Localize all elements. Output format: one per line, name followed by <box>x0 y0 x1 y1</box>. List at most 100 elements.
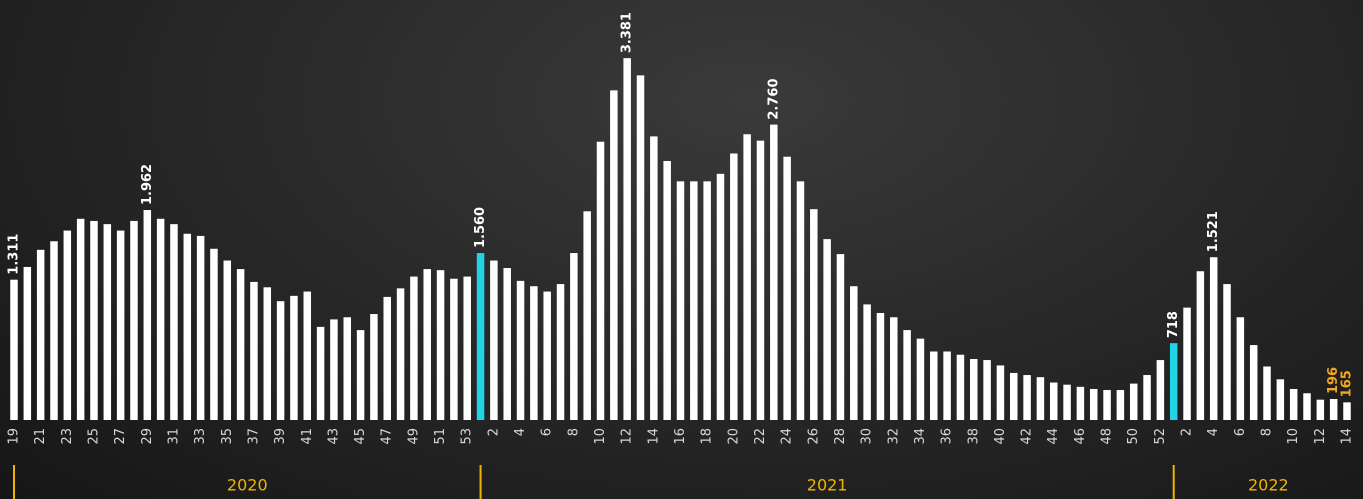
x-tick-label: 37 <box>246 428 261 445</box>
x-tick-label: 32 <box>886 428 901 445</box>
bar <box>596 141 605 420</box>
x-tick-label: 38 <box>966 428 981 445</box>
bar <box>1289 388 1298 420</box>
value-label: 1.311 <box>7 234 22 275</box>
bar <box>316 326 325 420</box>
bar <box>783 156 791 421</box>
bar <box>1183 307 1191 420</box>
bar <box>1063 384 1071 420</box>
bar <box>463 276 471 420</box>
bar <box>570 253 578 420</box>
x-tick-label: 34 <box>913 428 928 445</box>
bar <box>516 280 525 420</box>
bar <box>290 295 298 420</box>
bar <box>1076 386 1085 420</box>
bar <box>76 218 85 420</box>
bar <box>1089 388 1098 420</box>
bar <box>476 253 485 420</box>
bar <box>223 260 232 420</box>
bar <box>130 220 138 420</box>
bar <box>436 270 445 420</box>
bar <box>90 220 98 420</box>
x-tick-label: 43 <box>326 428 341 445</box>
bar <box>36 249 45 420</box>
bar <box>1209 257 1218 420</box>
bar <box>196 235 205 420</box>
bar <box>796 181 805 420</box>
x-tick-label: 18 <box>700 428 715 445</box>
bar <box>1010 372 1018 420</box>
x-tick-label: 46 <box>1073 428 1088 445</box>
x-tick-label: 2 <box>486 428 501 436</box>
x-tick-label: 10 <box>1286 428 1301 445</box>
x-tick-label: 27 <box>113 428 128 445</box>
value-label: 1.962 <box>140 164 155 205</box>
x-tick-label: 39 <box>273 428 288 445</box>
bar <box>210 248 218 420</box>
bar <box>356 330 365 420</box>
x-tick-label: 45 <box>353 428 368 445</box>
x-tick-label: 50 <box>1126 428 1141 445</box>
x-tick-label: 20 <box>726 428 741 445</box>
bar <box>890 317 898 420</box>
bar <box>970 358 978 420</box>
bar <box>236 269 245 420</box>
x-tick-label: 8 <box>1260 428 1275 436</box>
bar <box>823 239 831 420</box>
bar <box>583 211 591 420</box>
x-tick-label: 4 <box>1206 428 1221 436</box>
x-tick-label: 42 <box>1020 428 1035 445</box>
bar <box>1169 343 1178 420</box>
x-tick-label: 49 <box>406 428 421 445</box>
bar <box>303 291 312 420</box>
bar <box>63 230 72 420</box>
year-label: 2022 <box>1248 476 1289 495</box>
bar <box>716 173 725 420</box>
bar <box>370 314 378 420</box>
bar <box>610 90 618 421</box>
bar <box>250 281 258 420</box>
bar <box>330 319 338 420</box>
bar <box>183 233 192 420</box>
bar <box>1236 317 1245 420</box>
bar <box>663 160 671 420</box>
bar <box>1223 284 1231 420</box>
bar <box>623 58 631 420</box>
bar <box>103 224 112 420</box>
x-tick-label: 31 <box>166 428 181 445</box>
x-tick-label: 8 <box>566 428 581 436</box>
bar <box>156 218 165 420</box>
x-tick-label: 6 <box>540 428 555 436</box>
bar <box>676 181 685 420</box>
value-label: 196 <box>1326 367 1341 394</box>
value-label: 165 <box>1340 370 1355 397</box>
bar <box>1116 390 1125 420</box>
bar <box>1303 393 1311 420</box>
x-tick-label: 23 <box>60 428 75 445</box>
x-tick-label: 16 <box>673 428 688 445</box>
bar <box>1036 377 1045 420</box>
bar <box>383 296 391 420</box>
bar <box>876 312 885 420</box>
value-label: 1.521 <box>1206 211 1221 252</box>
bar <box>916 338 925 420</box>
x-tick-label: 6 <box>1233 428 1248 436</box>
value-label: 2.760 <box>766 78 781 119</box>
bar <box>343 317 351 420</box>
bar <box>943 351 951 420</box>
year-label: 2020 <box>227 476 268 495</box>
x-tick-label: 12 <box>1313 428 1328 445</box>
bar <box>1316 399 1325 420</box>
x-tick-label: 52 <box>1153 428 1168 445</box>
bar <box>143 210 152 420</box>
bar <box>1049 382 1058 420</box>
x-tick-label: 10 <box>593 428 608 445</box>
x-tick-label: 30 <box>860 428 875 445</box>
value-label: 3.381 <box>620 12 635 53</box>
bar <box>543 291 551 420</box>
bar <box>1196 271 1205 420</box>
x-tick-label: 19 <box>7 428 22 445</box>
value-label: 718 <box>1166 311 1181 338</box>
